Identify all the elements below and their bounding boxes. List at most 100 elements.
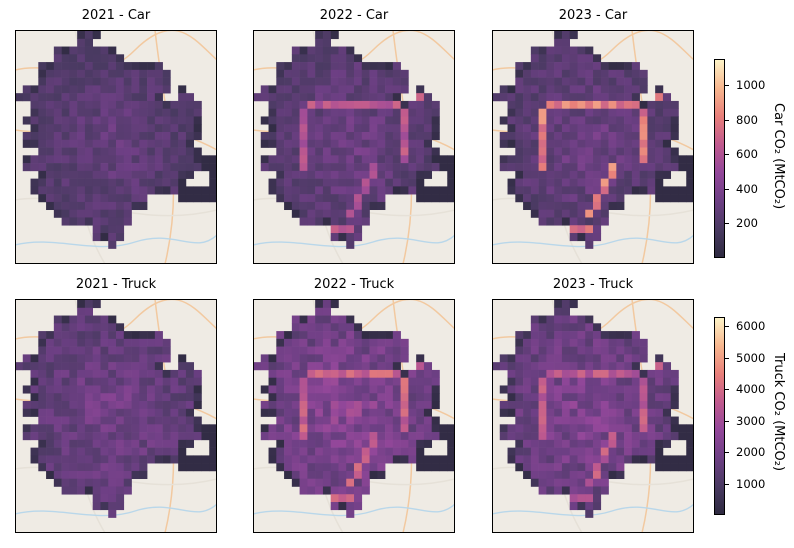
heatmap-cell	[162, 424, 171, 433]
heatmap-cell	[639, 385, 648, 394]
heatmap-cell	[569, 85, 578, 94]
heatmap-cell	[408, 108, 417, 117]
heatmap-cell	[193, 194, 202, 203]
heatmap-cell	[593, 455, 602, 464]
heatmap-cell	[561, 46, 570, 55]
heatmap-cell	[600, 186, 609, 195]
heatmap-cell	[299, 170, 308, 179]
heatmap-cell	[307, 447, 316, 456]
heatmap-cell	[585, 62, 594, 71]
basemap-river	[492, 503, 694, 517]
heatmap-cell	[170, 432, 179, 441]
heatmap-cell	[307, 194, 316, 203]
heatmap-cell	[330, 124, 339, 133]
heatmap-cell	[307, 155, 316, 164]
heatmap-cell	[84, 331, 93, 340]
heatmap-cell	[639, 178, 648, 187]
heatmap-cell	[423, 377, 433, 386]
heatmap-cell	[354, 393, 363, 402]
heatmap-cell	[84, 38, 93, 47]
heatmap-cell	[346, 331, 355, 340]
heatmap-cell	[284, 470, 293, 480]
heatmap-cell	[346, 486, 355, 495]
heatmap-cell	[561, 124, 570, 133]
heatmap-cell	[108, 194, 117, 203]
heatmap-cell	[530, 315, 539, 324]
heatmap-cell	[655, 85, 664, 94]
heatmap-cell	[69, 77, 78, 86]
heatmap-cell	[291, 323, 300, 332]
heatmap-cell	[116, 194, 125, 203]
heatmap-cell	[100, 170, 109, 179]
heatmap-cell	[284, 416, 293, 425]
heatmap-cell	[108, 240, 117, 249]
heatmap-cell	[322, 385, 331, 394]
heatmap-cell	[624, 385, 633, 394]
heatmap-cell	[30, 85, 39, 94]
heatmap-cell	[346, 147, 355, 156]
heatmap-cell	[299, 377, 308, 386]
heatmap-cell	[193, 147, 202, 156]
heatmap-cell	[346, 108, 355, 117]
heatmap-cell	[268, 401, 277, 410]
heatmap-cell	[338, 93, 347, 102]
heatmap-cell	[400, 401, 409, 410]
heatmap-cell	[46, 170, 55, 179]
heatmap-cell	[84, 486, 93, 495]
heatmap-cell	[307, 439, 316, 448]
heatmap-cell	[53, 377, 62, 386]
heatmap-cell	[123, 170, 132, 179]
heatmap-cell	[209, 432, 217, 441]
heatmap-cell	[554, 46, 563, 55]
heatmap-cell	[193, 132, 202, 141]
heatmap-cell	[423, 463, 433, 472]
heatmap-cell	[330, 478, 339, 487]
heatmap-cell	[499, 362, 508, 371]
heatmap-cell	[276, 424, 285, 433]
heatmap-cell	[139, 331, 148, 340]
heatmap-cell	[291, 463, 300, 472]
heatmap-cell	[354, 369, 363, 378]
heatmap-cell	[170, 377, 179, 386]
heatmap-cell	[600, 401, 609, 410]
heatmap-cell	[655, 170, 664, 179]
heatmap-cell	[416, 424, 425, 433]
heatmap-cell	[678, 432, 687, 441]
heatmap-cell	[655, 186, 664, 195]
heatmap-cell	[585, 354, 594, 363]
heatmap-cell	[178, 439, 187, 448]
heatmap-cell	[624, 455, 633, 464]
heatmap-cell	[77, 31, 86, 40]
heatmap-cell	[662, 194, 672, 203]
heatmap-cell	[647, 377, 656, 386]
heatmap-cell	[53, 393, 62, 402]
heatmap-cell	[53, 194, 62, 203]
heatmap-cell	[315, 463, 324, 472]
heatmap-cell	[123, 186, 132, 195]
heatmap-cell	[315, 62, 324, 71]
heatmap-cell	[561, 369, 570, 378]
heatmap-cell	[593, 225, 602, 234]
heatmap-cell	[178, 362, 187, 371]
heatmap-cell	[662, 139, 672, 148]
heatmap-cell	[276, 77, 285, 86]
heatmap-cell	[100, 217, 109, 226]
heatmap-cell	[361, 186, 370, 195]
colorbar-tick-mark	[725, 120, 729, 121]
heatmap-cell	[100, 494, 109, 503]
heatmap-cell	[77, 315, 86, 324]
heatmap-cell	[670, 132, 679, 141]
heatmap-cell	[307, 362, 316, 371]
heatmap-cell	[92, 124, 101, 133]
heatmap-cell	[423, 100, 433, 109]
heatmap-cell	[322, 31, 331, 40]
heatmap-cell	[655, 163, 664, 172]
heatmap-cell	[546, 217, 555, 226]
heatmap-cell	[92, 455, 101, 464]
heatmap-cell	[523, 369, 532, 378]
heatmap-cell	[523, 116, 532, 125]
heatmap-cell	[178, 463, 187, 472]
heatmap-cell	[100, 354, 109, 363]
heatmap-cell	[392, 85, 401, 94]
heatmap-cell	[162, 401, 171, 410]
